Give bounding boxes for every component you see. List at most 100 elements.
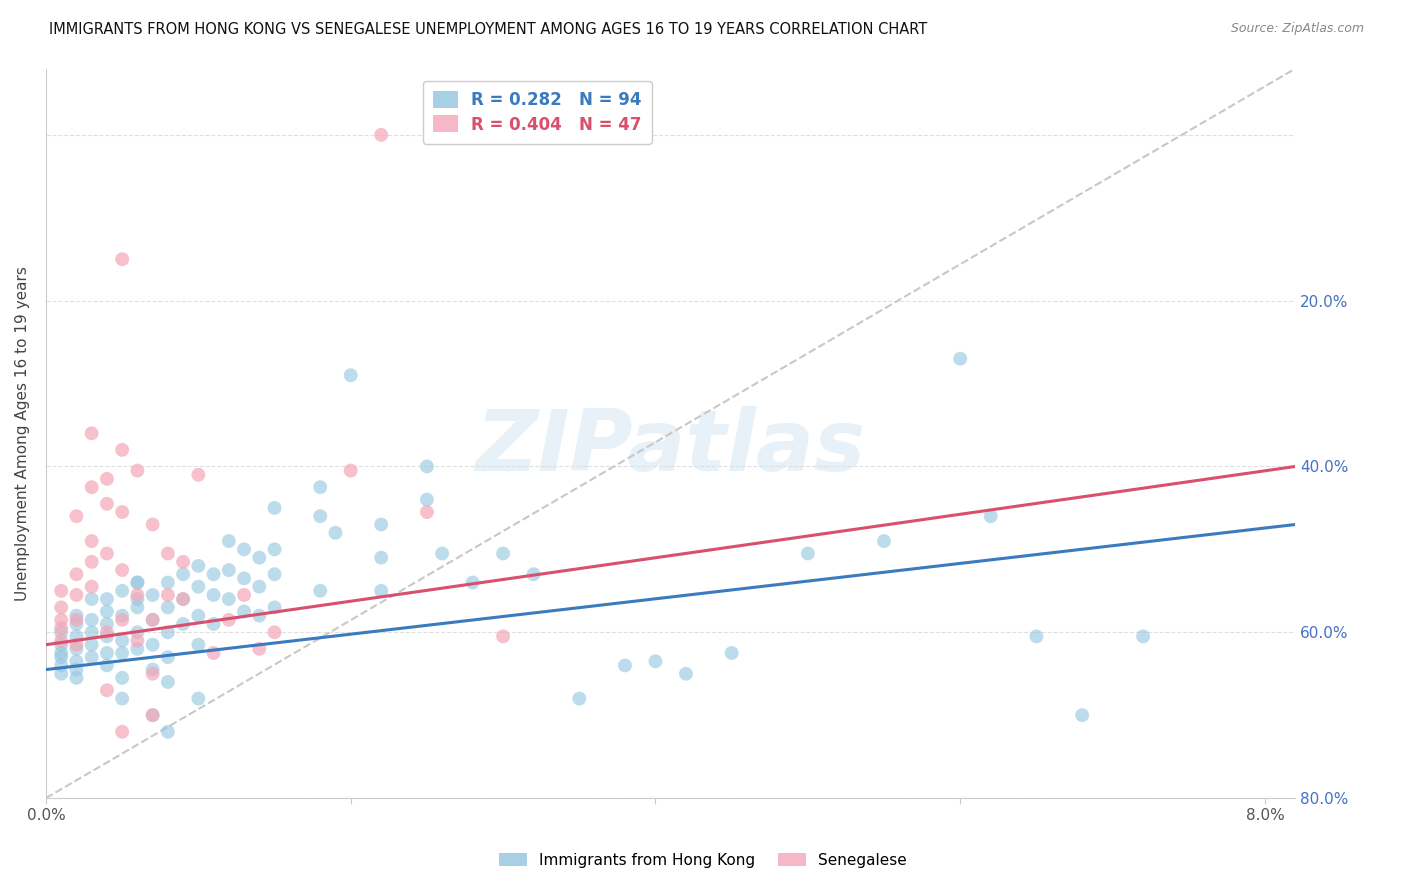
Point — [96, 625, 118, 640]
Point — [187, 580, 209, 594]
Point — [51, 583, 73, 598]
Point — [218, 563, 240, 577]
Point — [430, 547, 453, 561]
Point — [263, 500, 285, 515]
Point — [96, 592, 118, 607]
Point — [96, 629, 118, 643]
Point — [675, 666, 697, 681]
Point — [51, 613, 73, 627]
Point — [156, 675, 179, 690]
Point — [339, 368, 361, 383]
Point — [309, 583, 332, 598]
Point — [949, 351, 972, 366]
Point — [492, 547, 515, 561]
Point — [233, 588, 256, 602]
Point — [96, 472, 118, 486]
Point — [127, 633, 149, 648]
Point — [142, 588, 165, 602]
Point — [65, 588, 87, 602]
Point — [111, 671, 134, 685]
Point — [370, 583, 392, 598]
Point — [127, 641, 149, 656]
Point — [568, 691, 591, 706]
Point — [80, 625, 103, 640]
Point — [172, 617, 194, 632]
Point — [187, 558, 209, 573]
Point — [111, 633, 134, 648]
Point — [325, 525, 347, 540]
Point — [65, 641, 87, 656]
Point — [142, 613, 165, 627]
Point — [65, 638, 87, 652]
Point — [127, 575, 149, 590]
Point — [111, 646, 134, 660]
Point — [1025, 629, 1047, 643]
Point — [142, 708, 165, 723]
Point — [111, 563, 134, 577]
Point — [218, 534, 240, 549]
Point — [202, 588, 225, 602]
Point — [127, 464, 149, 478]
Point — [172, 592, 194, 607]
Point — [127, 592, 149, 607]
Point — [127, 625, 149, 640]
Point — [218, 592, 240, 607]
Point — [187, 608, 209, 623]
Point — [233, 605, 256, 619]
Point — [142, 663, 165, 677]
Text: ZIPatlas: ZIPatlas — [475, 407, 866, 490]
Point — [51, 646, 73, 660]
Point — [80, 580, 103, 594]
Point — [720, 646, 742, 660]
Point — [51, 633, 73, 648]
Point — [172, 567, 194, 582]
Point — [51, 600, 73, 615]
Point — [247, 550, 270, 565]
Point — [156, 575, 179, 590]
Point — [80, 650, 103, 665]
Point — [65, 608, 87, 623]
Point — [263, 625, 285, 640]
Point — [96, 658, 118, 673]
Point — [1071, 708, 1094, 723]
Point — [51, 621, 73, 635]
Point — [233, 571, 256, 585]
Point — [65, 613, 87, 627]
Point — [218, 613, 240, 627]
Point — [80, 534, 103, 549]
Point — [142, 666, 165, 681]
Point — [142, 517, 165, 532]
Point — [96, 646, 118, 660]
Point — [370, 517, 392, 532]
Point — [172, 555, 194, 569]
Point — [80, 638, 103, 652]
Point — [65, 617, 87, 632]
Point — [263, 542, 285, 557]
Point — [96, 683, 118, 698]
Point — [65, 654, 87, 668]
Y-axis label: Unemployment Among Ages 16 to 19 years: Unemployment Among Ages 16 to 19 years — [15, 266, 30, 600]
Point — [51, 650, 73, 665]
Point — [80, 613, 103, 627]
Point — [797, 547, 820, 561]
Point — [111, 442, 134, 457]
Point — [51, 638, 73, 652]
Point — [80, 480, 103, 494]
Point — [873, 534, 896, 549]
Point — [96, 617, 118, 632]
Point — [187, 467, 209, 482]
Point — [522, 567, 544, 582]
Point — [65, 629, 87, 643]
Point — [65, 509, 87, 524]
Point — [156, 547, 179, 561]
Point — [614, 658, 637, 673]
Point — [80, 426, 103, 441]
Point — [247, 641, 270, 656]
Point — [127, 600, 149, 615]
Point — [370, 550, 392, 565]
Point — [96, 497, 118, 511]
Point — [263, 600, 285, 615]
Point — [247, 608, 270, 623]
Point — [980, 509, 1002, 524]
Point — [416, 459, 439, 474]
